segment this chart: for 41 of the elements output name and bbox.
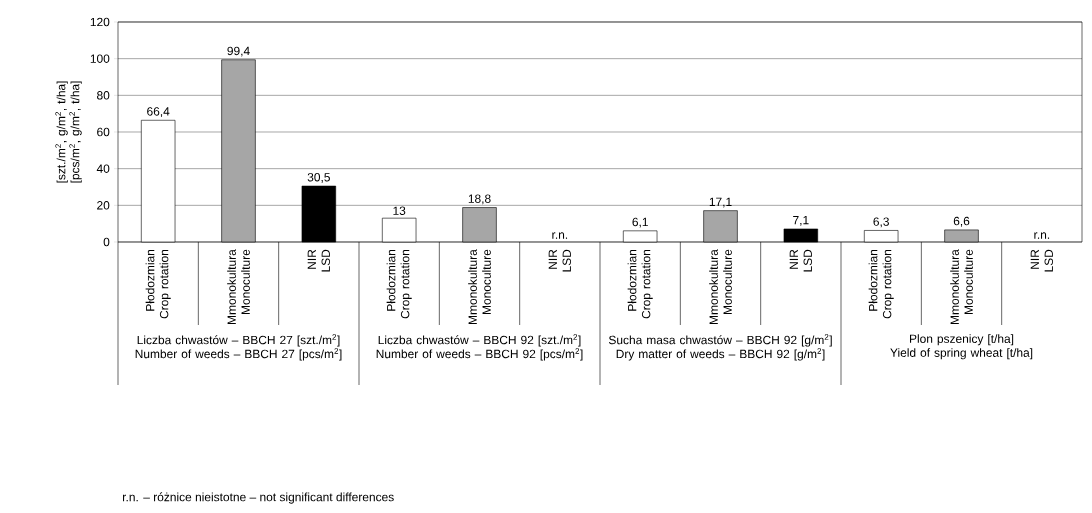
x-tick-label: NIR LSD	[548, 249, 571, 272]
data-label: 7,1	[793, 216, 809, 226]
data-label: 6,6	[953, 216, 970, 227]
y-tick-label: 120	[90, 17, 110, 27]
text: [szt./m$^{2}$, g/m$^{2}$, t/ha] [pcs/m$^{2}$, g/m$^{2}$, t/ha]	[55, 81, 82, 183]
y-tick-label: 40	[96, 164, 110, 173]
text: Liczba chwastów – BBCH 27 [szt./m$^{2}$]	[137, 334, 340, 347]
data-label: 30,5	[307, 173, 330, 183]
x-tick-label: Płodozmian Crop rotation	[386, 249, 412, 319]
data-label: 66,4	[147, 107, 170, 118]
data-label: 17,1	[709, 197, 732, 208]
x-tick-label: NIR LSD	[307, 249, 330, 272]
x-tick-label: Mmonokultura Monoculture	[709, 249, 732, 324]
text: r.n. – różnice nieistotne – not significant differences	[123, 492, 394, 504]
x-tick-label: Mmonokultura Monoculture	[950, 249, 973, 324]
text: Plon pszenicy [t/ha]	[910, 334, 1014, 346]
x-tick-label: Płodozmian Crop rotation	[145, 249, 171, 319]
text: r.n.	[552, 232, 568, 239]
x-tick-label: Mmonokultura Monoculture	[468, 249, 491, 324]
y-tick-label: 80	[97, 91, 110, 100]
text: Yield of spring wheat [t/ha]	[890, 348, 1033, 360]
x-tick-label: Płodozmian Crop rotation	[868, 249, 894, 319]
x-tick-label: Płodozmian Crop rotation	[627, 249, 653, 319]
text: Dry matter of weeds – BBCH 92 [g/m$^{2}$]	[616, 348, 825, 361]
x-tick-label: NIR LSD	[789, 249, 812, 272]
y-tick-label: 0	[103, 237, 110, 247]
data-label: 6,3	[873, 217, 889, 228]
data-label: 18,8	[468, 194, 491, 205]
data-label: 99,4	[227, 46, 250, 57]
text: Number of weeds – BBCH 92 [pcs/m$^{2}$]	[376, 348, 583, 361]
text: r.n.	[1034, 232, 1050, 239]
y-tick-label: 100	[90, 54, 110, 63]
text: Liczba chwastów – BBCH 92 [szt./m$^{2}$]	[378, 334, 581, 347]
data-label: 13	[393, 206, 406, 215]
data-label: 6,1	[632, 217, 648, 228]
y-tick-label: 20	[97, 201, 110, 210]
text: Sucha masa chwastów – BBCH 92 [g/m$^{2}$]	[608, 334, 832, 347]
x-tick-label: NIR LSD	[1030, 249, 1053, 272]
y-tick-label: 60	[97, 127, 110, 137]
x-tick-label: Mmonokultura Monoculture	[227, 249, 250, 324]
text: Number of weeds – BBCH 27 [pcs/m$^{2}$]	[135, 348, 342, 361]
